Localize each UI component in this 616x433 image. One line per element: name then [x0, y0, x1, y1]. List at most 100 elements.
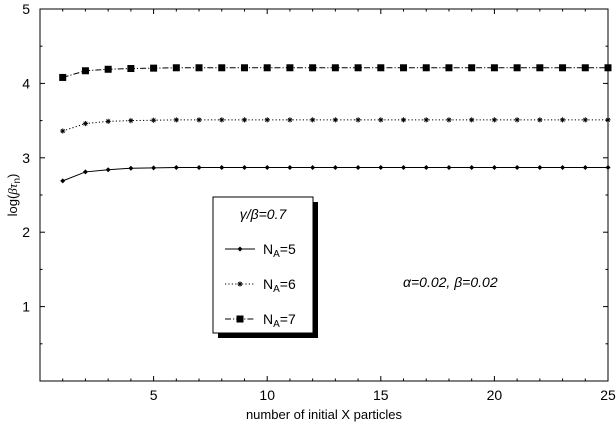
data-point	[173, 164, 179, 170]
data-point	[469, 117, 475, 123]
data-point	[445, 64, 453, 72]
star-arm	[583, 117, 588, 123]
y-axis-label-tau: τ	[5, 182, 20, 188]
legend-box	[212, 196, 314, 334]
star-arm	[401, 117, 406, 123]
data-point	[219, 117, 225, 123]
data-point	[559, 64, 567, 72]
data-point	[605, 164, 611, 170]
y-axis-label-sub: n	[12, 178, 23, 184]
data-point	[468, 64, 476, 72]
data-point	[82, 120, 89, 127]
data-point	[423, 117, 429, 123]
star-arm	[560, 117, 565, 123]
data-point	[355, 164, 361, 170]
data-point	[514, 117, 520, 123]
data-point	[537, 164, 543, 170]
data-point	[469, 164, 475, 170]
data-point	[537, 117, 543, 123]
data-point	[59, 73, 67, 81]
star-arm	[128, 118, 134, 123]
data-point	[604, 64, 612, 72]
legend-label: NA=6	[263, 276, 296, 295]
data-point	[264, 117, 270, 123]
star-arm	[492, 117, 497, 123]
data-point	[536, 64, 544, 72]
data-point	[309, 64, 317, 72]
star-arm	[151, 118, 156, 123]
star-arm	[446, 117, 452, 123]
data-point	[378, 117, 384, 123]
data-point	[128, 118, 134, 124]
legend-title: γ/β=0.7	[240, 206, 288, 222]
x-tick-label: 25	[600, 387, 616, 403]
y-tick-label: 4	[22, 75, 30, 91]
legend-entry-3: NA=7	[225, 311, 296, 330]
data-point	[150, 64, 158, 72]
star-arm	[469, 117, 474, 123]
data-point	[423, 164, 429, 170]
data-point	[241, 117, 248, 123]
data-point	[491, 164, 497, 170]
star-arm	[378, 117, 383, 123]
star-arm	[333, 117, 338, 123]
data-point	[196, 117, 202, 123]
data-point	[377, 64, 385, 72]
star-arm	[196, 117, 202, 123]
legend-entry-1: NA=5	[225, 241, 296, 260]
data-point	[105, 118, 111, 124]
star-arm	[424, 117, 429, 123]
data-point	[310, 117, 316, 123]
data-point	[241, 164, 247, 170]
x-tick-label: 10	[259, 387, 275, 403]
data-point	[401, 164, 407, 170]
legend-marker	[236, 315, 244, 323]
star-arm	[310, 117, 315, 123]
star-arm	[83, 121, 88, 126]
data-point	[513, 64, 521, 72]
y-tick-label: 5	[22, 1, 30, 17]
data-point	[127, 65, 135, 73]
series	[59, 64, 612, 184]
y-axis-label: log(βτn)	[5, 174, 23, 217]
data-point	[581, 64, 589, 72]
star-arm	[514, 117, 520, 123]
legend: γ/β=0.7 NA=5 NA=6 NA=7	[212, 196, 318, 338]
data-point	[332, 117, 338, 123]
data-point	[104, 65, 112, 73]
x-tick-label: 15	[373, 387, 389, 403]
legend-entry-2: NA=6	[225, 276, 296, 295]
data-point	[219, 164, 225, 170]
data-point	[354, 64, 362, 72]
data-point	[105, 167, 111, 173]
x-tick-label: 5	[150, 387, 158, 403]
legend-marker	[237, 281, 243, 287]
plot-frame	[39, 8, 609, 382]
y-axis-label-beta: β	[5, 188, 20, 196]
data-point	[446, 164, 452, 170]
star-arm	[537, 117, 542, 123]
data-point	[286, 64, 294, 72]
series-2	[60, 117, 611, 134]
data-point	[60, 178, 66, 184]
y-axis-label-close: )	[5, 174, 20, 178]
parameter-annotation: α=0.02, β=0.02	[403, 274, 498, 290]
data-point	[331, 64, 339, 72]
legend-label: NA=7	[263, 311, 296, 330]
data-point	[128, 165, 134, 171]
data-point	[422, 64, 430, 72]
legend-marker	[237, 246, 243, 252]
data-point	[446, 117, 452, 123]
star-arm	[106, 119, 111, 124]
y-axis-label-main: log(	[5, 194, 20, 216]
star-arm	[242, 117, 247, 123]
data-point	[240, 64, 248, 72]
data-point	[605, 117, 611, 123]
data-point	[400, 64, 408, 72]
data-point	[400, 117, 407, 123]
data-point	[582, 164, 588, 170]
x-tick-label: 20	[487, 387, 503, 403]
data-point	[560, 164, 566, 170]
data-point	[582, 117, 588, 123]
